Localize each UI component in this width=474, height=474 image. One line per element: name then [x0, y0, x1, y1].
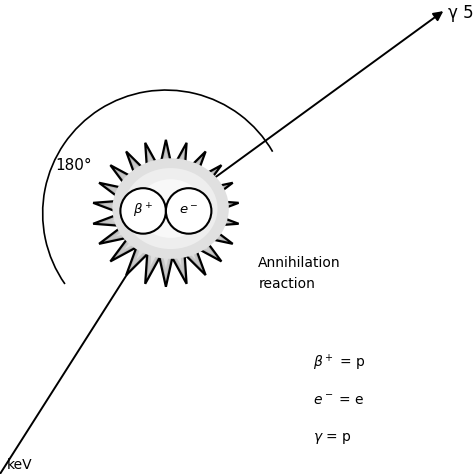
- Polygon shape: [102, 149, 230, 278]
- Text: $\beta^+$ = p: $\beta^+$ = p: [313, 353, 365, 373]
- Ellipse shape: [112, 158, 229, 259]
- Polygon shape: [111, 158, 220, 268]
- Text: $\gamma$ = p: $\gamma$ = p: [313, 431, 352, 446]
- Polygon shape: [122, 169, 210, 257]
- Ellipse shape: [137, 179, 205, 238]
- Text: Annihilation
reaction: Annihilation reaction: [258, 256, 341, 291]
- Ellipse shape: [124, 168, 218, 249]
- Text: γ 5: γ 5: [448, 4, 474, 22]
- Polygon shape: [93, 140, 238, 287]
- Circle shape: [120, 188, 166, 234]
- Text: keV: keV: [7, 458, 33, 473]
- Circle shape: [166, 188, 211, 234]
- Text: $e^-$ = e: $e^-$ = e: [313, 393, 365, 408]
- Text: $e^-$: $e^-$: [179, 204, 198, 218]
- Text: 180°: 180°: [55, 158, 92, 173]
- Text: $\beta^+$: $\beta^+$: [133, 202, 153, 220]
